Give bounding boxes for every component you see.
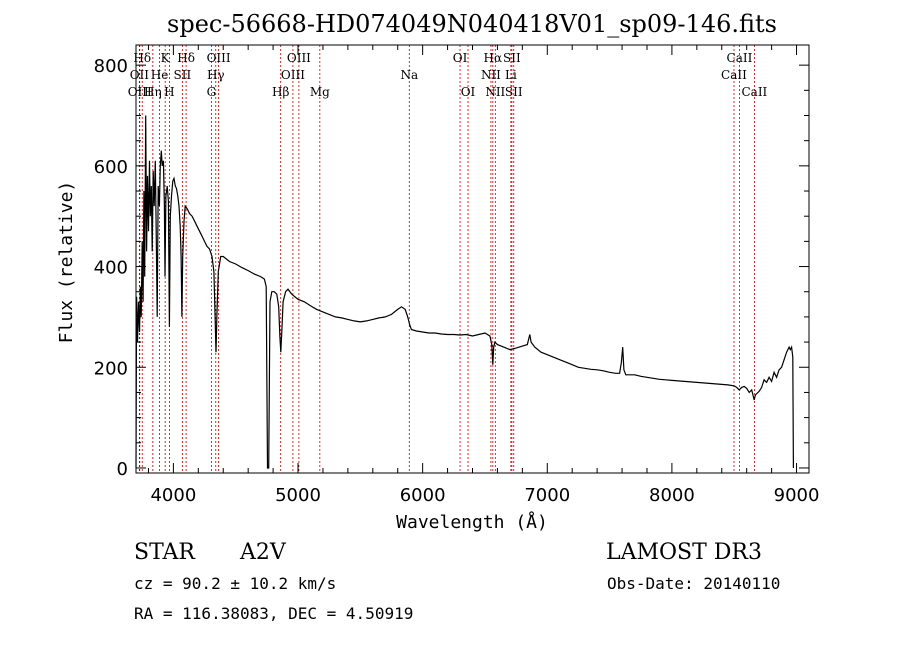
spectral-line-label: OII <box>130 68 150 82</box>
spectral-line-label: NII <box>485 85 505 99</box>
spectral-line-label: OIII <box>287 51 311 65</box>
y-axis-label: Flux (relative) <box>56 181 77 344</box>
x-tick-label: 8000 <box>649 485 695 506</box>
x-tick-label: 4000 <box>150 485 196 506</box>
redshift-text: cz = 90.2 ± 10.2 km/s <box>134 574 337 593</box>
object-subclass: A2V <box>240 540 286 565</box>
spectrum-series-line <box>135 115 794 469</box>
obs-date-text: Obs-Date: 20140110 <box>607 574 781 593</box>
spectral-line-label: Li <box>505 68 517 82</box>
y-axis-ticks: 0 200 400 600 800 <box>94 56 809 480</box>
plot-frame <box>135 44 810 474</box>
spectral-line-label: OI <box>453 51 468 65</box>
x-tick-label: 5000 <box>275 485 321 506</box>
y-tick-label: 800 <box>94 56 128 77</box>
spectral-line-label: SII <box>503 51 521 65</box>
spectral-line-label: Hη <box>144 85 162 99</box>
spectral-line-label: OIII <box>207 51 231 65</box>
x-tick-label: 9000 <box>774 485 820 506</box>
spectral-line-label: OIII <box>128 85 152 99</box>
spectral-line-label: SII <box>505 85 523 99</box>
x-axis-label: Wavelength (Å) <box>396 511 548 533</box>
x-tick-label: 7000 <box>524 485 570 506</box>
spectral-line-label: Na <box>400 68 418 82</box>
spectral-line-label: G <box>207 85 217 99</box>
spectral-line-label: NII <box>481 68 501 82</box>
chart-title: spec-56668-HD074049N040418V01_sp09-146.f… <box>167 10 777 38</box>
y-tick-label: 600 <box>94 157 128 178</box>
spectral-line-label: CaII <box>727 51 753 65</box>
spectral-line-label: He <box>151 68 169 82</box>
spectral-line-label: K <box>161 51 171 65</box>
y-tick-label: 200 <box>94 358 128 379</box>
x-tick-label: 6000 <box>400 485 446 506</box>
coordinates-text: RA = 116.38083, DEC = 4.50919 <box>134 604 414 623</box>
survey-name: LAMOST DR3 <box>606 540 762 565</box>
spectral-line-label: OIII <box>281 68 305 82</box>
spectral-line-label: Hβ <box>272 85 289 99</box>
spectral-line-label: Hα <box>484 51 503 65</box>
spectral-line-label: Hδ <box>177 51 195 65</box>
spectral-line-label: SII <box>174 68 192 82</box>
y-tick-label: 400 <box>94 258 128 279</box>
spectral-line-label: CaII <box>741 85 767 99</box>
object-class: STAR <box>134 540 195 565</box>
spectral-line-label: OI <box>461 85 476 99</box>
y-tick-label: 0 <box>117 459 128 480</box>
spectral-line-label: Hδ <box>133 51 151 65</box>
spectral-line-markers <box>138 45 755 473</box>
spectral-line-label: Hγ <box>207 68 225 82</box>
spectral-line-label: CaII <box>721 68 747 82</box>
spectral-line-label: H <box>164 85 174 99</box>
x-axis-ticks: 4000 5000 6000 7000 8000 9000 <box>147 45 820 506</box>
spectral-line-label: Mg <box>310 85 330 99</box>
